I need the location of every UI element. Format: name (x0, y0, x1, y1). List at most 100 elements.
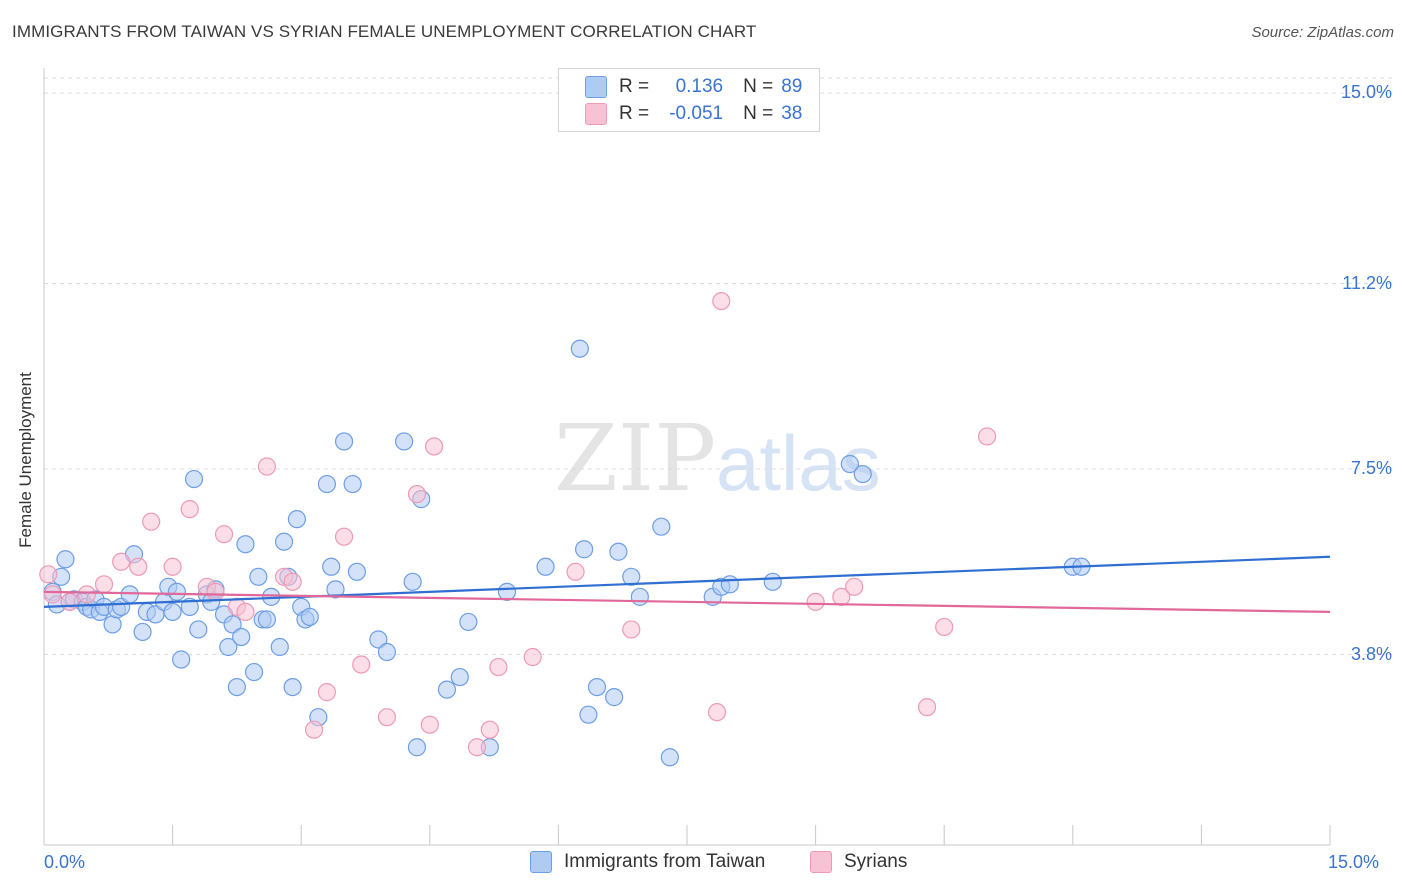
point-taiwan (236, 535, 255, 554)
legend-r-label: R = (619, 103, 650, 124)
point-syrians (707, 703, 727, 722)
legend-item-taiwan[interactable]: Immigrants from Taiwan (530, 851, 765, 873)
legend-r-value: 0.136 (675, 76, 724, 97)
point-syrians (467, 738, 487, 757)
point-taiwan (133, 622, 152, 642)
y-axis-label: Female Unemployment (16, 372, 35, 548)
watermark-zip: ZIP (554, 405, 716, 512)
series-legend: Immigrants from Taiwan Syrians (0, 851, 1406, 877)
point-taiwan (630, 587, 649, 606)
point-taiwan (244, 662, 264, 682)
point-syrians (917, 698, 937, 717)
legend-n-label: N = (743, 76, 774, 97)
legend-swatch-syrians (585, 103, 607, 125)
point-taiwan (622, 567, 641, 586)
point-taiwan (163, 602, 182, 622)
point-syrians (214, 525, 234, 544)
point-syrians (935, 617, 954, 637)
y-tick-label: 11.2% (1342, 272, 1392, 293)
point-taiwan (450, 667, 469, 687)
legend-swatch-taiwan (585, 76, 607, 98)
point-taiwan (840, 454, 859, 474)
point-taiwan (56, 550, 75, 569)
point-taiwan (570, 339, 589, 358)
point-syrians (377, 708, 397, 727)
point-taiwan (343, 474, 362, 494)
point-syrians (39, 565, 58, 584)
point-syrians (622, 620, 641, 639)
point-taiwan (227, 677, 246, 697)
point-taiwan (334, 432, 354, 451)
point-syrians (112, 552, 131, 571)
point-syrians (283, 572, 302, 591)
point-syrians (420, 715, 439, 734)
correlation-legend: R = 0.136 N = 89 R = -0.051 N = 38 (558, 68, 820, 132)
watermark: ZIP atlas (554, 405, 881, 512)
point-syrians (352, 655, 371, 674)
legend-label-syrians: Syrians (844, 851, 908, 872)
x-tick-label-min: 0.0% (44, 852, 86, 872)
point-taiwan (184, 469, 204, 489)
trend-line-taiwan (43, 555, 1331, 608)
gridlines (44, 77, 1395, 656)
point-syrians (129, 557, 148, 576)
point-syrians (257, 457, 277, 476)
point-taiwan (300, 607, 319, 627)
legend-r-label: R = (619, 76, 650, 97)
point-taiwan (172, 650, 191, 669)
point-syrians (317, 683, 337, 702)
source-label: Source: ZipAtlas.com (1251, 24, 1394, 41)
point-syrians (523, 647, 542, 667)
y-tick-label: 3.8% (1350, 643, 1392, 664)
point-taiwan (274, 532, 294, 551)
point-taiwan (609, 542, 628, 561)
trend-lines (43, 555, 1331, 613)
point-syrians (489, 657, 508, 677)
point-taiwan (180, 597, 199, 616)
point-taiwan (249, 567, 268, 586)
point-syrians (94, 575, 114, 594)
point-taiwan (459, 612, 478, 632)
point-syrians (977, 427, 997, 446)
point-syrians (60, 592, 79, 611)
point-taiwan (575, 540, 594, 559)
point-taiwan (407, 738, 427, 757)
point-taiwan (223, 615, 242, 634)
legend-item-syrians[interactable]: Syrians (810, 851, 907, 873)
legend-swatch-taiwan (530, 851, 552, 873)
axes (43, 68, 1331, 846)
point-taiwan (347, 562, 367, 581)
point-taiwan (167, 582, 186, 601)
legend-n-value: 89 (781, 76, 803, 97)
point-taiwan (189, 620, 208, 639)
point-taiwan (497, 582, 517, 601)
x-tick-label-max: 15.0% (1328, 852, 1380, 872)
point-syrians (77, 585, 96, 604)
trend-line-syrians (43, 590, 1331, 613)
point-taiwan (652, 517, 671, 536)
point-taiwan (232, 627, 251, 647)
point-taiwan (853, 464, 872, 484)
point-syrians (163, 557, 182, 576)
point-syrians (142, 512, 161, 531)
point-syrians (334, 527, 354, 546)
point-taiwan (763, 572, 782, 591)
point-taiwan (605, 688, 624, 707)
legend-row-taiwan: R = 0.136 N = 89 (585, 74, 802, 100)
point-syrians (180, 500, 199, 519)
legend-n-value: 38 (781, 103, 803, 124)
y-tick-label: 15.0% (1340, 82, 1392, 103)
point-taiwan (369, 630, 388, 649)
point-taiwan (317, 474, 337, 494)
point-taiwan (660, 748, 679, 767)
point-syrians (304, 720, 324, 739)
point-taiwan (283, 677, 302, 697)
chart-title: IMMIGRANTS FROM TAIWAN VS SYRIAN FEMALE … (12, 22, 757, 41)
point-syrians (407, 484, 427, 504)
point-syrians (845, 577, 864, 596)
point-taiwan (720, 575, 739, 594)
point-syrians (424, 437, 444, 456)
data-points (39, 292, 1091, 767)
point-syrians (480, 720, 499, 739)
